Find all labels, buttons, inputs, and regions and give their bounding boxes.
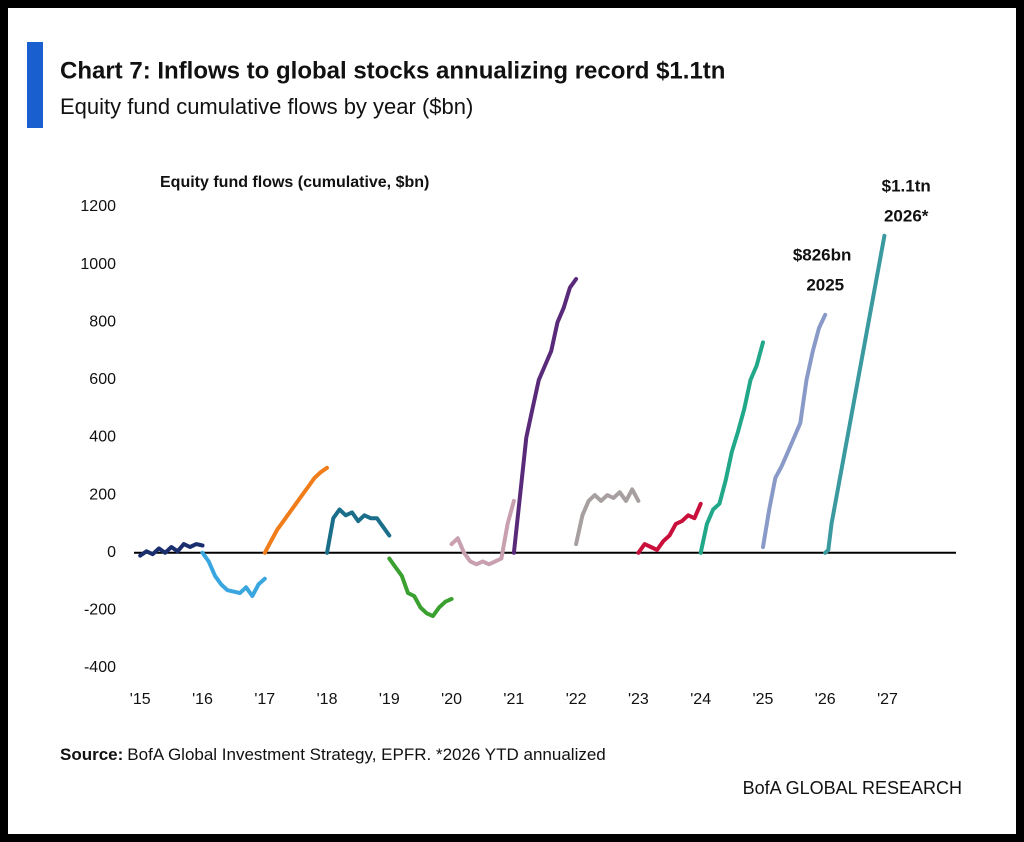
chart-title: Chart 7: Inflows to global stocks annual… [60,57,725,84]
x-tick-label: '24 [690,691,711,708]
series-line [511,277,579,555]
x-tick-label: '23 [628,691,649,708]
series-line [823,233,887,555]
x-tick-label: '21 [503,691,524,708]
y-tick-label: 400 [89,429,116,446]
y-tick-label: -200 [84,602,116,619]
series-line [574,487,641,547]
title-accent [27,42,43,128]
source: Source: BofA Global Investment Strategy, … [60,745,606,764]
y-tick-label: 800 [89,313,116,330]
x-tick-label: '22 [566,691,587,708]
series-line [636,501,703,555]
x-tick-label: '15 [130,691,151,708]
y-tick-label: 0 [107,544,116,561]
x-tick-label: '17 [254,691,275,708]
y-tick-label: 200 [89,486,116,503]
brand: BofA GLOBAL RESEARCH [743,778,962,798]
x-tick-label: '18 [317,691,338,708]
series-line [698,340,765,555]
x-tick-label: '19 [379,691,400,708]
x-tick-label: '16 [192,691,213,708]
annotation: $826bn [793,245,852,264]
axis-title: Equity fund flows (cumulative, $bn) [160,174,429,191]
y-tick-label: 1200 [80,198,116,215]
source-text: BofA Global Investment Strategy, EPFR. *… [127,745,605,764]
series-line [138,542,205,558]
x-tick-label: '26 [815,691,836,708]
chart-subtitle: Equity fund cumulative flows by year ($b… [60,94,473,119]
annotation: $1.1tn [882,176,931,195]
series-line [387,556,454,619]
background [8,8,1016,834]
series-line [200,550,267,598]
x-tick-label: '20 [441,691,462,708]
y-tick-label: 600 [89,371,116,388]
y-tick-label: 1000 [80,256,116,273]
series-line [761,312,828,549]
series-line [325,507,392,555]
x-tick-label: '27 [877,691,898,708]
source-label: Source: [60,745,123,764]
x-tick-label: '25 [753,691,774,708]
annotation: 2025 [806,276,844,295]
series-line [449,498,516,567]
annotation: 2026* [884,207,929,226]
series-line [262,465,329,555]
y-tick-label: -400 [84,659,116,676]
